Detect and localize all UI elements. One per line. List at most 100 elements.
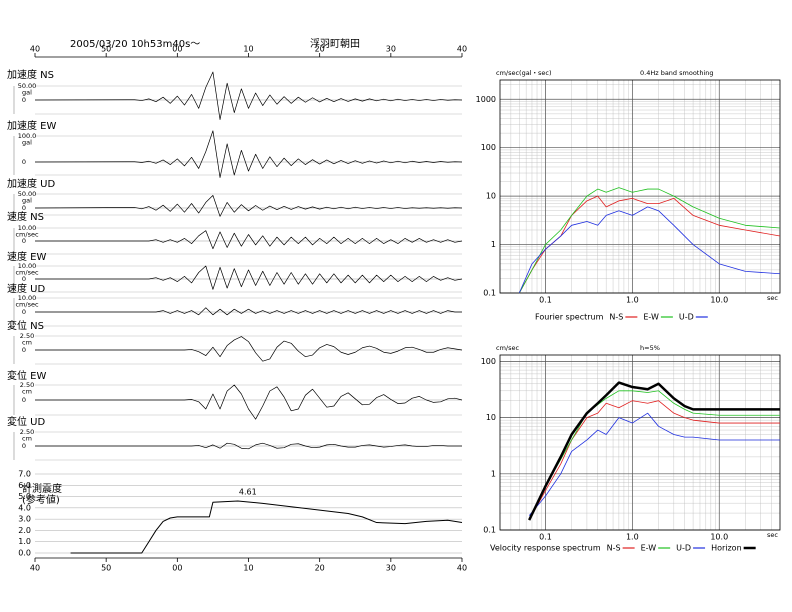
spectrum-line [528,381,780,521]
spectrum-line [528,400,780,521]
panel-title: 速度 UD [7,282,45,295]
x-tick-label: 20 [315,564,325,573]
time-tick-label: 40 [30,45,40,54]
record-time: 2005/03/20 10h53m40s～ [70,39,200,50]
legend-label: U-D [679,313,694,322]
spectrum-line [518,206,781,294]
y-tick-label: 2.50 [20,381,34,389]
y-tick-label: 7.0 [18,470,31,479]
time-tick-label: 40 [457,45,467,54]
y-tick-label: 0.1 [483,526,496,535]
annotation: 0.4Hz band smoothing [640,69,714,77]
waveform [34,130,463,178]
y-tick-label: 0.0 [18,549,31,558]
y-tick-label: 0 [22,442,26,450]
y-tick-label: 100 [481,357,496,366]
waveform [35,336,463,362]
x-tick-label: 30 [386,564,396,573]
y-tick-label: 10 [486,192,496,201]
annotation: h=5% [640,344,660,352]
y-tick-label: 1 [491,240,496,249]
y-tick-label: 6.0 [18,481,31,490]
y-tick-label: 5.0 [18,492,31,501]
time-tick-label: 20 [315,45,325,54]
panel-title: 加速度 EW [7,119,56,132]
panel-title: 加速度 NS [7,68,54,81]
y-tick-label: 3.0 [18,515,31,524]
x-tick-label: 0.1 [539,296,552,305]
panel-title: 変位 NS [7,319,44,332]
waveform [35,384,463,420]
intensity-line [70,500,463,554]
waveform [34,71,463,120]
time-tick-label: 30 [386,45,396,54]
y-tick-label: 0.1 [483,289,496,298]
unit-label: cm/sec [15,231,38,239]
legend-label: E-W [641,544,657,553]
panel-title: 速度 EW [7,250,46,263]
unit-label: cm [22,388,32,396]
time-tick-label: 00 [172,45,182,54]
unit-label: gal [22,197,32,205]
peak-label: 4.61 [239,487,257,496]
legend-label: N-S [607,544,621,553]
legend-title: Fourier spectrum [535,313,604,322]
x-tick-label: 0.1 [539,533,552,542]
unit-label: cm/sec [15,269,38,277]
y-tick-label: 4.0 [18,503,31,512]
spectrum-line [518,187,781,294]
unit-label: cm/sec [15,301,38,309]
waveform [35,230,463,250]
y-tick-label: 10.00 [18,262,37,270]
spectrum-line [528,390,780,521]
y-tick-label: 0 [22,96,26,104]
legend-label: Horizon [711,544,742,553]
y-tick-label: 0 [22,275,26,283]
y-tick-label: 100 [481,143,496,152]
time-tick-label: 10 [243,45,253,54]
x-axis-label: sec [767,294,778,302]
legend-label: E-W [643,313,659,322]
unit-label: gal [22,139,32,147]
waveform [35,307,462,316]
panel-title: 速度 NS [7,210,44,223]
y-tick-label: 10.00 [18,224,37,232]
y-tick-label: 0 [22,158,26,166]
legend-label: N-S [609,313,623,322]
y-tick-label: 2.50 [20,428,34,436]
y-tick-label: 50.00 [18,82,37,90]
x-tick-label: 10 [243,564,253,573]
x-axis-label: sec [767,531,778,539]
panel-title: 加速度 UD [7,177,55,190]
unit-label: cm [22,435,32,443]
waveform [35,442,462,450]
station-name: 浮羽町朝田 [310,38,360,50]
x-tick-label: 1.0 [626,533,639,542]
x-tick-label: 50 [101,564,111,573]
plot-frame [499,79,781,294]
y-tick-label: 0 [22,237,26,245]
x-tick-label: 1.0 [626,296,639,305]
x-tick-label: 10.0 [710,533,728,542]
unit-label: gal [22,89,32,97]
legend-title: Velocity response spectrum [490,544,601,553]
spectrum-line [528,412,780,516]
y-tick-label: 2.50 [20,332,34,340]
y-tick-label: 10 [486,413,496,422]
y-tick-label: 0 [22,396,26,404]
x-tick-label: 10.0 [710,296,728,305]
plot-frame [499,354,781,531]
y-axis-label: cm/sec [496,344,519,352]
y-tick-label: 0 [22,308,26,316]
y-tick-label: 10.00 [18,294,37,302]
y-axis-label: cm/sec(gal・sec) [496,69,552,77]
chart-subtitle: (参考値) [22,493,60,506]
y-tick-label: 1000 [476,95,496,104]
x-tick-label: 40 [457,564,467,573]
y-tick-label: 100.0 [18,132,37,140]
panel-title: 変位 EW [7,369,46,382]
panel-title: 変位 UD [7,415,45,428]
x-tick-label: 00 [172,564,182,573]
